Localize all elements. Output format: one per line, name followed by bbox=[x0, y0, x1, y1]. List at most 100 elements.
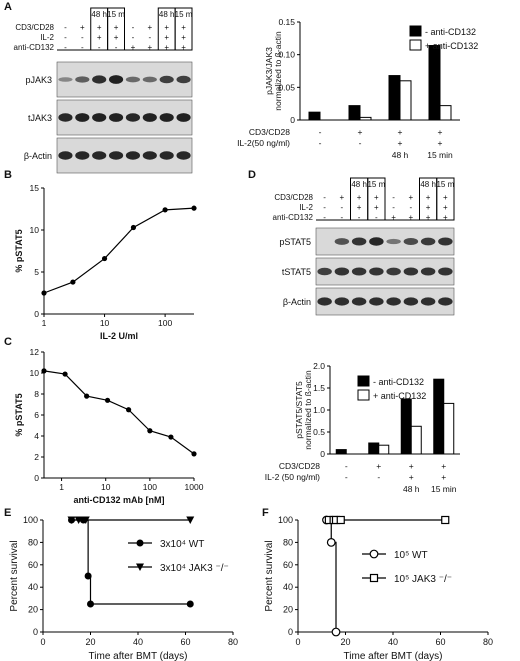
x-tick-label: 40 bbox=[388, 637, 398, 647]
data-point bbox=[126, 407, 132, 413]
marker-triangle bbox=[81, 516, 90, 524]
blot-cell: - bbox=[81, 33, 84, 42]
condition-value: + bbox=[441, 472, 446, 482]
y-tick-label: 100 bbox=[278, 515, 293, 525]
blot-band bbox=[403, 238, 419, 245]
series-line bbox=[43, 207, 195, 294]
legend-swatch bbox=[357, 375, 370, 387]
x-tick-label: 80 bbox=[228, 637, 238, 647]
x-axis-label: Time after BMT (days) bbox=[344, 651, 443, 661]
time-label: 15 m bbox=[367, 180, 385, 189]
blot-cell: - bbox=[64, 43, 67, 52]
blot-band bbox=[75, 151, 90, 160]
bar bbox=[335, 449, 347, 455]
marker-circle bbox=[369, 549, 379, 559]
time-label: 48 h bbox=[403, 484, 420, 494]
blot-band bbox=[108, 151, 124, 160]
x-axis-label: Time after BMT (days) bbox=[89, 651, 188, 661]
y-tick-label: 0.05 bbox=[278, 82, 295, 92]
y-axis-label: pSTAT5/STAT5 bbox=[294, 381, 304, 439]
blot-band bbox=[420, 237, 436, 246]
y-tick-label: 15 bbox=[30, 183, 40, 193]
legend-label: - anti-CD132 bbox=[373, 377, 424, 387]
blot-cell: - bbox=[64, 33, 67, 42]
y-tick-label: 6 bbox=[34, 410, 39, 420]
y-tick-label: 12 bbox=[30, 347, 40, 357]
time-label: 15 m bbox=[436, 180, 454, 189]
panel-label-A: A bbox=[4, 1, 12, 13]
y-tick-label: 0 bbox=[290, 115, 295, 125]
blot-cell: + bbox=[164, 23, 169, 32]
blot-band bbox=[176, 113, 191, 122]
time-label: 15 min bbox=[431, 484, 457, 494]
data-point bbox=[84, 393, 90, 399]
marker-square bbox=[336, 515, 345, 525]
blot-band bbox=[386, 238, 401, 245]
panel-label-B: B bbox=[4, 169, 12, 181]
data-point bbox=[70, 279, 76, 285]
blot-band bbox=[420, 297, 436, 306]
blot-cell: - bbox=[358, 213, 361, 222]
y-tick-label: 0 bbox=[320, 449, 325, 459]
panel-label-D: D bbox=[248, 169, 256, 181]
x-tick-label: 0 bbox=[40, 637, 45, 647]
blot-cell: + bbox=[147, 43, 152, 52]
legend-label: 3x10⁴ WT bbox=[160, 539, 204, 550]
y-axis-label: % pSTAT5 bbox=[14, 229, 24, 272]
marker-square bbox=[441, 515, 450, 525]
y-tick-label: 60 bbox=[283, 560, 293, 570]
condition-value: + bbox=[376, 461, 381, 471]
y-tick-label: 20 bbox=[283, 605, 293, 615]
time-label: 15 min bbox=[427, 150, 453, 160]
blot-cell: + bbox=[164, 33, 169, 42]
bar bbox=[308, 111, 321, 121]
blot-cell: + bbox=[426, 213, 431, 222]
blot-band bbox=[108, 75, 124, 84]
bar-chart-D: 0 0.5 1.0 1.5 2.0 pSTAT5/STAT5 normalized to ß… bbox=[265, 361, 460, 494]
legend-swatch bbox=[409, 39, 422, 51]
y-tick-label: 0.10 bbox=[278, 50, 295, 60]
blot-band bbox=[58, 113, 73, 122]
y-axis-label: % pSTAT5 bbox=[14, 393, 24, 436]
blot-cell: + bbox=[409, 193, 414, 202]
time-label: 48 h bbox=[91, 10, 107, 19]
legend-label: + anti-CD132 bbox=[425, 41, 478, 51]
blot-A: CD3/CD28- + + + - + + +IL-2- - + + - - + +anti-CD132- -… bbox=[14, 7, 193, 174]
data-point bbox=[191, 205, 197, 211]
data-point bbox=[101, 255, 108, 262]
blot-cell: + bbox=[147, 23, 152, 32]
y-tick-label: 1.0 bbox=[313, 405, 325, 415]
panel-label-C: C bbox=[4, 336, 12, 348]
legend-swatch bbox=[409, 25, 422, 37]
blot-cell: + bbox=[443, 193, 448, 202]
blot-cell: + bbox=[374, 203, 379, 212]
marker-circle bbox=[84, 572, 92, 580]
blot-band bbox=[142, 113, 157, 122]
band-label: β-Actin bbox=[283, 297, 311, 307]
bar bbox=[433, 378, 445, 455]
y-axis-label: normalized to ß-actin bbox=[273, 31, 283, 111]
blot-band bbox=[125, 151, 141, 160]
blot-cell: - bbox=[98, 43, 101, 52]
survival-chart-F: 0 20 40 60 80 100 0 20 40 60 80 Time after BMT (day… bbox=[264, 515, 493, 661]
time-label: 15 m bbox=[175, 10, 193, 19]
condition-value: + bbox=[441, 461, 446, 471]
time-label: 48 h bbox=[351, 180, 367, 189]
marker-triangle bbox=[136, 563, 144, 571]
legend-label: 3x10⁴ JAK3 ⁻/⁻ bbox=[160, 563, 229, 574]
blot-band bbox=[108, 113, 124, 122]
blot-band bbox=[438, 267, 453, 276]
bar bbox=[439, 105, 452, 121]
blot-cell: + bbox=[340, 193, 345, 202]
blot-cell: + bbox=[357, 193, 362, 202]
blot-band bbox=[351, 297, 367, 306]
bar bbox=[443, 402, 455, 455]
marker-circle bbox=[186, 600, 194, 608]
blot-cell: + bbox=[164, 43, 169, 52]
marker-square bbox=[369, 573, 379, 583]
bar bbox=[428, 45, 441, 121]
panel-label-E: E bbox=[4, 507, 11, 519]
blot-band bbox=[176, 75, 191, 84]
blot-band bbox=[75, 76, 90, 83]
y-axis-label: pJAK3/JAK3 bbox=[264, 47, 274, 95]
